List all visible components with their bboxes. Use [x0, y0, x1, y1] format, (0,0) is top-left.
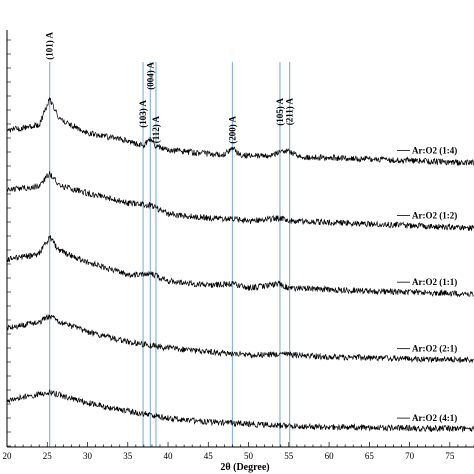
reference-lines	[49, 62, 291, 447]
peak-label: (103) A	[138, 100, 148, 128]
peak-label: (112) A	[151, 116, 161, 144]
peak-label: (101) A	[45, 32, 55, 60]
xrd-trace	[6, 170, 474, 232]
xrd-traces	[6, 97, 474, 433]
x-tick-label: 65	[365, 451, 375, 461]
peak-label: (004) A	[145, 62, 155, 90]
legend-label: Ar:O2 (4:1)	[412, 413, 457, 423]
x-tick-label: 70	[405, 451, 415, 461]
legend-label: Ar:O2 (1:1)	[412, 277, 457, 287]
x-tick-label: 35	[123, 451, 133, 461]
x-axis-title: 2θ (Degree)	[220, 462, 269, 473]
x-tick-label: 55	[284, 451, 294, 461]
xrd-trace	[6, 235, 474, 298]
x-tick-label: 75	[445, 451, 455, 461]
legend-entries: Ar:O2 (1:4) Ar:O2 (1:2) Ar:O2 (1:1) Ar:O2 (…	[397, 146, 457, 423]
xrd-trace	[6, 97, 474, 167]
xrd-trace	[6, 314, 474, 364]
x-tick-label: 50	[244, 451, 254, 461]
x-tick-label: 45	[204, 451, 214, 461]
peak-label: (200) A	[227, 116, 237, 144]
x-tick-label: 40	[164, 451, 174, 461]
legend-label: Ar:O2 (1:4)	[412, 146, 457, 156]
legend-label: Ar:O2 (2:1)	[412, 344, 457, 354]
peak-labels: (101) A (103) A (004) A (112) A (200) A (105)…	[45, 32, 295, 144]
xrd-trace	[6, 388, 474, 433]
legend-label: Ar:O2 (1:2)	[412, 211, 457, 221]
x-tick-label: 25	[43, 451, 53, 461]
peak-label: (211) A	[285, 98, 295, 126]
x-tick-label: 60	[325, 451, 335, 461]
peak-label: (105) A	[275, 98, 285, 126]
x-tick-label: 20	[3, 451, 13, 461]
x-tick-label: 30	[83, 451, 93, 461]
axes: 20 25 30 35 40 45 50 55 60 65 70 75	[3, 30, 474, 461]
